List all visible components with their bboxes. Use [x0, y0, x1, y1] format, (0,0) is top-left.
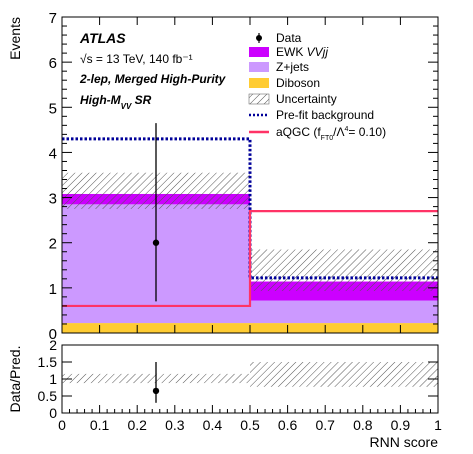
- y-tick-label-5: 5: [49, 100, 57, 117]
- legend-prefit: Pre-fit background: [249, 108, 374, 122]
- ratio-point-0: [152, 387, 160, 395]
- ratio-y-tick-label-4: 2: [49, 337, 57, 353]
- y-tick-label-0: 0: [49, 326, 57, 343]
- x-tick-label-9: 0.9: [391, 417, 411, 433]
- ratio-axis-ticks: 00.511.520 0.1 0.2 0.3 0.4 0.5 0.6 0.7 0.8 0.9 1: [38, 337, 443, 433]
- svg-text:aQGC (fFT0/Λ4= 0.10): aQGC (fFT0/Λ4= 0.10): [276, 125, 386, 142]
- x-tick-label-1: 0.1: [90, 417, 110, 433]
- data-point-0: [152, 239, 160, 246]
- x-tick-label-8: 0.8: [353, 417, 373, 433]
- x-tick-label-5: 0.5: [240, 417, 260, 433]
- legend-diboson: Diboson: [249, 76, 320, 90]
- ratio-data-points: [152, 362, 160, 403]
- bar-z-jets-bin1: [250, 300, 438, 324]
- svg-text:Data: Data: [276, 31, 302, 45]
- svg-text:EWK VVjj: EWK VVjj: [276, 45, 328, 59]
- x-tick-label-0: 0: [58, 417, 66, 433]
- main-panel: 0 1 2 3 4 5 6 7 Events ATLAS √s = 13 TeV, 140 f…: [7, 10, 439, 343]
- ratio-uncertainty-band: [62, 362, 438, 387]
- legend-aqgc: aQGC (fFT0/Λ4= 0.10): [249, 125, 386, 142]
- bar-diboson-bin1: [250, 323, 438, 333]
- energy-label: √s = 13 TeV, 140 fb⁻¹: [80, 52, 193, 66]
- svg-text:Pre-fit background: Pre-fit background: [276, 108, 374, 122]
- legend-zjets: Z+jets: [249, 60, 309, 74]
- svg-text:Uncertainty: Uncertainty: [276, 92, 337, 106]
- x-tick-label-4: 0.4: [203, 417, 223, 433]
- ratio-y-tick-label-0: 0: [49, 405, 57, 421]
- channel-label: 2-lep, Merged High-Purity: [79, 72, 227, 86]
- y-tick-label-2: 2: [49, 236, 57, 253]
- ratio-y-tick-label-2: 1: [49, 371, 57, 387]
- ratio-y-tick-label-3: 1.5: [38, 354, 58, 370]
- x-tick-label-6: 0.6: [278, 417, 298, 433]
- y-tick-label-3: 3: [49, 191, 57, 208]
- legend: Data EWK VVjj Z+jets Diboson Uncertainty…: [248, 31, 386, 142]
- data-points: [152, 123, 160, 302]
- ratio-y-axis-label: Data/Pred.: [7, 346, 23, 413]
- uncertainty-hatch-bin1: [250, 249, 438, 292]
- overlay-lines: [62, 137, 438, 308]
- x-axis-label: RNN score: [370, 434, 439, 450]
- ratio-y-tick-label-1: 0.5: [38, 388, 58, 404]
- svg-text:Z+jets: Z+jets: [276, 60, 309, 74]
- y-axis-label: Events: [7, 17, 23, 60]
- x-tick-label-2: 0.2: [127, 417, 147, 433]
- prefit-background-line: [62, 137, 438, 280]
- ratio-hatch-bin1: [250, 362, 438, 387]
- ratio-panel: 00.511.520 0.1 0.2 0.3 0.4 0.5 0.6 0.7 0.8 0.9 1 D…: [7, 337, 442, 450]
- y-tick-label-1: 1: [49, 281, 57, 298]
- main-axis-ticks: 0 1 2 3 4 5 6 7: [49, 10, 439, 343]
- bar-diboson-bin0: [62, 323, 250, 333]
- x-tick-label-3: 0.3: [165, 417, 185, 433]
- atlas-label: ATLAS: [79, 30, 126, 46]
- x-tick-label-10: 1: [434, 417, 442, 433]
- x-tick-label-7: 0.7: [315, 417, 335, 433]
- legend-uncertainty: Uncertainty: [248, 92, 337, 106]
- legend-ewk: EWK VVjj: [249, 45, 328, 59]
- y-tick-label-6: 6: [49, 55, 57, 72]
- y-tick-label-7: 7: [49, 10, 57, 27]
- aqgc-line: [62, 210, 438, 308]
- legend-data: Data: [256, 31, 302, 45]
- region-label: High-MVV SR: [80, 93, 152, 111]
- svg-text:Diboson: Diboson: [276, 76, 320, 90]
- y-tick-label-4: 4: [49, 145, 57, 162]
